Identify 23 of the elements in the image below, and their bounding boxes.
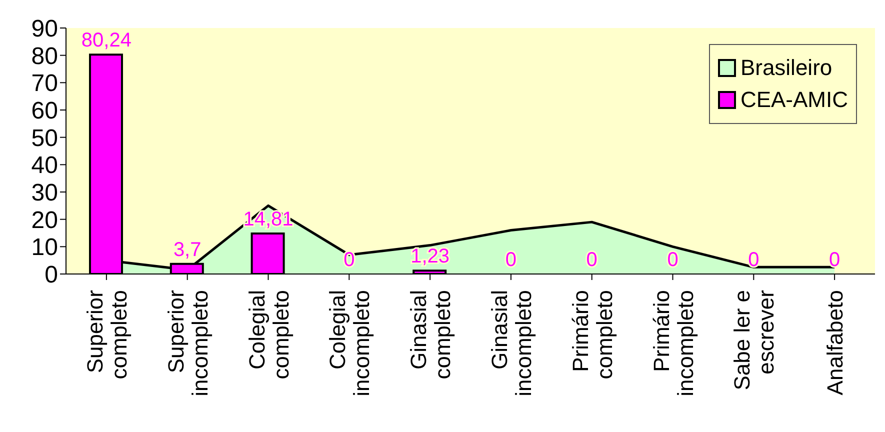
legend-label: Brasileiro (740, 55, 832, 81)
legend-label: CEA-AMIC (740, 87, 848, 113)
y-tick-label: 60 (31, 98, 58, 125)
y-tick-label: 90 (31, 16, 58, 43)
x-tick-label: Analfabeto (822, 290, 848, 396)
data-label: 0 (748, 249, 760, 271)
x-tick-label: Superior completo (82, 290, 132, 380)
data-label: 0 (344, 249, 355, 271)
data-label: 0 (505, 249, 517, 271)
y-tick-label: 10 (31, 234, 58, 262)
y-tick-label: 30 (31, 180, 58, 207)
data-label: 80,24 (81, 30, 132, 52)
y-tick-label: 20 (31, 206, 58, 234)
data-label: 0 (586, 249, 598, 271)
y-tick-label: 80 (31, 42, 58, 70)
data-label: 1,23 (410, 246, 450, 268)
data-label: 0 (667, 249, 678, 271)
y-tick-label: 0 (44, 262, 58, 289)
y-tick-label: 70 (31, 70, 58, 98)
data-label: 0 (828, 249, 840, 271)
data-label: 3,7 (173, 238, 202, 261)
y-tick-label: 50 (31, 124, 58, 152)
y-tick-label: 40 (31, 152, 58, 180)
